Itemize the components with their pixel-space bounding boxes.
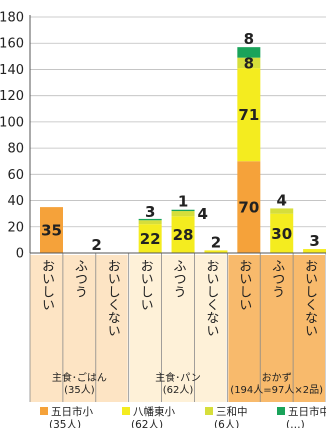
y-tick-label: 140 [0,63,24,78]
legend-sub: (6人) [214,419,239,428]
bar-segment [171,216,195,253]
bar-segment [204,250,228,253]
bar-segment [40,207,63,253]
data-label: 35 [41,222,62,240]
data-label: 2 [211,233,221,251]
legend-swatch [122,407,130,415]
bar-series [40,47,326,253]
legend-swatch [205,407,213,415]
data-label: 71 [238,106,259,124]
bar-segment [270,208,294,214]
group-label-count: (35人) [64,384,95,396]
legend-swatch [277,407,285,415]
bar-segment [237,47,261,58]
group-label: 主食･ごはん [52,371,107,384]
group-label: 主食･パン [155,371,201,384]
x-tick-labels: おいしい ふつう おいしくない おいしい ふつう おいしくない おいしい ふつう おいしくない [39,259,317,337]
x-tick-label: おいしい [138,259,153,311]
data-label: 8 [244,30,254,48]
y-tick-label: 180 [0,11,24,26]
data-label: 8 [244,54,254,72]
data-label: 4 [198,205,208,223]
x-tick-label: ふつう [72,259,88,298]
data-label: 30 [271,225,292,243]
bar-segment [270,213,294,253]
x-tick-label: おいしい [39,259,54,311]
bar-segment [303,249,326,253]
legend-label: 五日市中 [288,405,326,418]
legend-label: 五日市小 [51,405,93,418]
group-labels: 主食･ごはん(35人) 主食･パン(62人) おかず(194人=97人×2品) [52,371,323,396]
data-label: 1 [178,193,188,211]
y-tick-label: 60 [7,168,24,183]
bar-segment [171,209,195,212]
data-label: 2 [91,236,101,254]
group-band [129,255,227,402]
x-tick-label: おいしくない [302,259,317,337]
bar-segment [138,220,162,225]
y-tick-label: 0 [16,247,24,262]
bar-segment [237,57,261,69]
data-label: 4 [277,191,287,209]
legend-sub: (…) [286,419,305,428]
data-label: 22 [140,230,161,248]
group-label-count: (62人) [163,384,194,396]
bar-segment [138,224,162,253]
legend-label: 三和中 [216,405,248,418]
bar-segment [237,68,261,162]
legend-label: 八幡東小 [133,405,175,418]
x-tick-label: おいしくない [203,259,218,337]
group-bands [29,253,326,402]
group-band [228,255,325,402]
x-tick-label: おいしくない [105,259,120,337]
legend-swatch [40,407,48,415]
bar-segment [237,161,261,253]
y-tick-label: 40 [7,194,24,209]
legend: 五日市小(35人) 八幡東小(62人) 三和中(6人) 五日市中(…) [40,405,326,428]
y-tick-label: 120 [0,89,24,104]
data-label: 28 [173,226,194,244]
bar-segment [171,211,195,217]
legend-sub: (35人) [49,419,81,428]
y-tick-label: 160 [0,37,24,52]
data-label: 3 [145,203,155,221]
x-tick-label: ふつう [171,259,187,298]
data-label: 3 [309,232,319,250]
group-label: おかず [262,372,292,384]
x-tick-label: ふつう [269,259,285,298]
legend-sub: (62人) [131,419,163,428]
y-tick-label: 20 [7,220,24,235]
data-label: 70 [238,199,259,217]
y-tick-label: 80 [7,142,24,157]
group-label-count: (194人=97人×2品) [230,384,323,396]
axes: 0 20 40 60 80 100 120 140 160 180 [0,11,326,262]
group-band [30,255,128,402]
y-tick-label: 100 [0,115,24,130]
bar-segment [138,218,162,221]
x-tick-label: おいしい [236,259,251,311]
